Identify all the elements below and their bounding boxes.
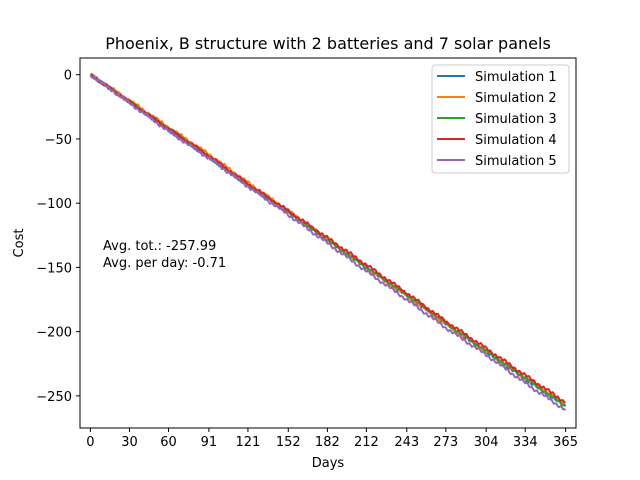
x-tick-label: 0	[86, 435, 94, 450]
legend-entry: Simulation 5	[475, 154, 557, 169]
y-tick-label: −200	[36, 326, 72, 341]
x-tick-label: 152	[276, 435, 301, 450]
chart-title: Phoenix, B structure with 2 batteries an…	[105, 34, 551, 53]
x-tick-label: 365	[553, 435, 578, 450]
series-line-4	[90, 73, 566, 404]
x-tick-label: 334	[513, 435, 538, 450]
x-tick-label: 212	[354, 435, 379, 450]
x-axis: 0 30 60 91 121 152 182 212 243 273 304 334 365	[86, 428, 578, 450]
y-tick-label: −150	[36, 261, 72, 276]
x-tick-label: 60	[160, 435, 177, 450]
legend-entry: Simulation 1	[475, 70, 557, 85]
y-tick-label: −250	[36, 390, 72, 405]
series-group	[89, 73, 567, 411]
x-tick-label: 182	[315, 435, 340, 450]
x-axis-label: Days	[312, 456, 345, 471]
x-tick-label: 273	[433, 435, 458, 450]
y-tick-label: −100	[36, 197, 72, 212]
avg-per-day-annotation: Avg. per day: -0.71	[103, 256, 226, 271]
legend: Simulation 1 Simulation 2 Simulation 3 Simu…	[431, 64, 570, 174]
legend-entry: Simulation 4	[475, 133, 557, 148]
plot-frame	[79, 57, 577, 429]
avg-total-annotation: Avg. tot.: -257.99	[103, 239, 216, 254]
y-axis: 0 −50 −100 −150 −200 −250	[36, 69, 80, 405]
y-tick-label: −50	[45, 133, 72, 148]
legend-box	[431, 64, 570, 174]
y-tick-label: 0	[64, 69, 72, 84]
x-tick-label: 91	[201, 435, 218, 450]
x-tick-label: 121	[236, 435, 261, 450]
x-tick-label: 243	[394, 435, 419, 450]
x-tick-label: 304	[474, 435, 499, 450]
x-tick-label: 30	[121, 435, 138, 450]
legend-entry: Simulation 3	[475, 112, 557, 127]
legend-entry: Simulation 2	[475, 91, 557, 106]
series-line-5	[89, 74, 567, 411]
y-axis-label: Cost	[12, 229, 27, 258]
